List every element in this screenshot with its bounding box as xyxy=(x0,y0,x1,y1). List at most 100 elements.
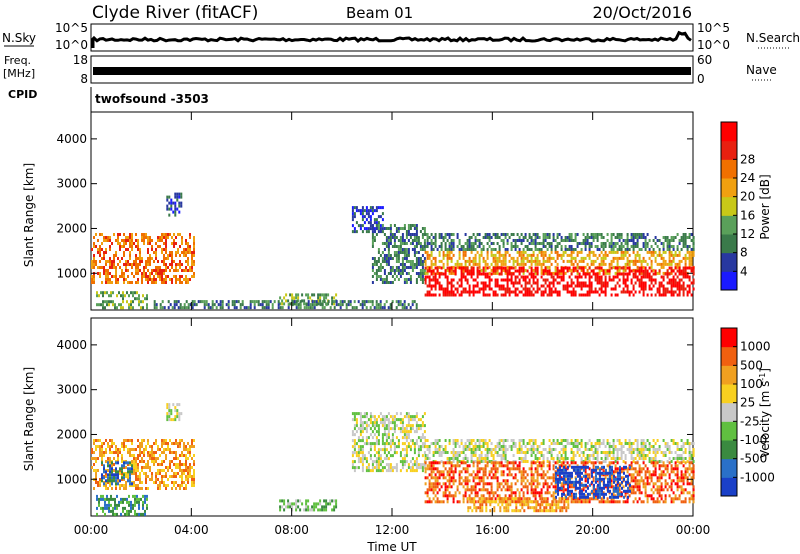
power-cell xyxy=(419,260,422,263)
power-cell xyxy=(450,256,453,260)
power-cell xyxy=(516,281,519,285)
velocity-cell xyxy=(355,454,358,458)
velocity-cell xyxy=(680,448,683,451)
velocity-cell xyxy=(110,509,112,513)
power-cell xyxy=(169,233,171,236)
power-cell xyxy=(642,233,645,236)
power-cell xyxy=(518,250,521,254)
velocity-cell xyxy=(389,466,392,470)
power-cell xyxy=(428,275,431,279)
power-cell xyxy=(614,275,617,279)
velocity-cell xyxy=(588,448,591,451)
power-cells xyxy=(91,192,695,310)
power-cell xyxy=(638,253,641,257)
power-cell xyxy=(166,198,169,202)
velocity-cell xyxy=(417,445,420,449)
velocity-cell xyxy=(462,494,465,498)
power-cell xyxy=(371,303,374,307)
power-cell xyxy=(253,306,256,310)
velocity-cell xyxy=(107,445,109,448)
power-cell xyxy=(413,233,416,236)
power-cell xyxy=(632,287,635,291)
velocity-cell xyxy=(642,454,645,457)
power-cell xyxy=(548,242,551,245)
power-cell xyxy=(309,303,312,307)
velocity-cell xyxy=(548,448,551,451)
power-cell xyxy=(542,272,545,276)
power-cell xyxy=(161,306,164,310)
power-cell xyxy=(478,287,481,291)
power-cell xyxy=(389,257,392,260)
velocity-cell xyxy=(123,487,125,490)
velocity-cell xyxy=(452,454,455,457)
velocity-cell xyxy=(335,505,338,509)
power-cell xyxy=(138,303,140,307)
power-cell xyxy=(321,306,324,310)
velocity-cell xyxy=(419,448,422,452)
power-cell xyxy=(634,253,637,257)
power-cell xyxy=(544,281,547,285)
velocity-cell xyxy=(604,445,607,448)
velocity-cell xyxy=(313,502,316,506)
power-cell xyxy=(391,245,394,248)
velocity-cell xyxy=(125,466,127,469)
power-cell xyxy=(339,303,342,307)
velocity-cell xyxy=(133,457,135,460)
velocity-cell xyxy=(466,479,469,483)
velocity-cell xyxy=(622,445,625,448)
power-cell xyxy=(359,212,362,216)
velocity-cell xyxy=(165,475,167,478)
velocity-cell xyxy=(606,457,609,460)
velocity-cell xyxy=(110,494,112,498)
velocity-cell xyxy=(426,454,429,457)
velocity-cell xyxy=(630,442,633,445)
power-cell xyxy=(586,272,589,276)
velocity-cell xyxy=(462,451,465,454)
velocity-cell xyxy=(375,430,378,434)
velocity-cell xyxy=(193,484,195,487)
velocity-cell xyxy=(688,454,691,457)
power-cell xyxy=(622,256,625,260)
velocity-cell xyxy=(119,484,121,487)
power-cell xyxy=(387,245,390,248)
power-cell xyxy=(446,281,449,285)
power-cell xyxy=(508,278,511,282)
power-cell xyxy=(618,265,621,269)
velocity-cell xyxy=(486,451,489,454)
velocity-cell xyxy=(618,442,621,445)
velocity-cell xyxy=(570,442,573,445)
velocity-cell xyxy=(434,445,437,448)
power-cell xyxy=(522,269,525,273)
velocity-cell xyxy=(112,512,114,516)
power-cell xyxy=(544,266,547,270)
velocity-cell xyxy=(405,436,408,440)
power-cell xyxy=(430,265,433,269)
velocity-cell xyxy=(409,439,412,443)
power-cell xyxy=(369,227,372,231)
power-cell xyxy=(233,303,236,307)
power-cell xyxy=(496,293,499,297)
power-cell xyxy=(99,272,101,275)
velocity-cell xyxy=(434,439,437,442)
power-cell xyxy=(494,248,497,251)
power-cell xyxy=(540,268,543,272)
power-cell xyxy=(562,250,565,254)
power-cell xyxy=(379,254,382,257)
power-cell xyxy=(109,278,111,281)
velocity-cell xyxy=(634,448,637,451)
velocity-cell xyxy=(504,448,507,451)
power-cell xyxy=(409,281,412,284)
power-cell xyxy=(584,242,587,245)
velocity-cell xyxy=(283,502,286,506)
power-cell xyxy=(488,239,491,242)
velocity-cell xyxy=(283,508,286,512)
velocity-cell xyxy=(139,451,141,454)
velocity-cell xyxy=(185,445,187,448)
power-cell xyxy=(359,224,362,228)
power-cell xyxy=(588,248,591,251)
power-cell xyxy=(142,300,144,304)
power-cell xyxy=(373,236,376,239)
power-cell xyxy=(397,269,400,272)
power-cell xyxy=(524,278,527,282)
velocity-cell xyxy=(409,430,412,434)
